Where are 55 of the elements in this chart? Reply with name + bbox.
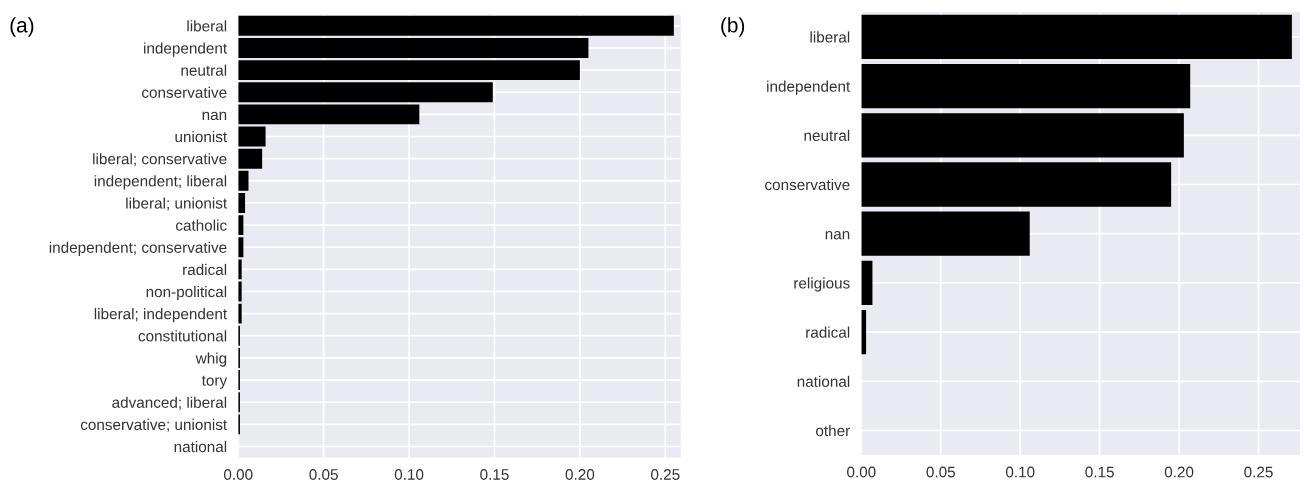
bar [238,82,493,103]
x-tick-label: 0.15 [480,469,509,480]
y-tick-label: liberal; unionist [126,197,228,211]
x-tick-label: 0.20 [1164,466,1194,478]
y-tick-label: unionist [175,130,228,143]
y-tick-label: liberal [187,20,227,32]
x-tick-label: 0.00 [223,469,253,480]
x-tick-label: 0.20 [565,469,595,480]
y-tick-label: other [816,424,850,437]
y-tick-label: conservative [765,178,850,191]
y-tick-label: independent [144,42,228,57]
y-tick-label: independent; liberal [94,175,227,190]
bar [238,148,263,169]
x-tick-label: 0.25 [651,469,680,480]
y-tick-label: constitutional [138,330,227,342]
y-tick-label: radical [806,326,850,338]
y-tick-label: catholic [175,219,227,231]
bar [861,63,1191,109]
x-tick-label: 0.10 [1005,466,1035,478]
bar [861,162,1172,207]
y-tick-label: religious [794,277,850,292]
y-tick-label: neutral [804,129,850,141]
y-tick-label: liberal; independent [94,308,228,323]
y-tick-label: tory [201,375,228,389]
y-tick-label: independent [767,80,851,95]
y-tick-label: nan [202,111,227,121]
y-tick-label: national [174,440,227,453]
y-tick-label: liberal; conservative [93,153,227,167]
chart-title: (b) [721,17,745,37]
text: (a) [10,17,34,37]
bar [861,14,1292,60]
x-tick-label: 0.05 [926,466,955,478]
x-tick-label: 0.00 [847,466,876,478]
y-tick-label: independent; conservative [49,241,227,256]
bar [238,126,266,147]
x-tick-label: 0.15 [1085,466,1114,478]
bar [238,104,420,125]
y-tick-label: nan [825,231,850,240]
bar [238,60,580,81]
y-tick-label: advanced; liberal [112,396,227,410]
bar [238,38,589,58]
y-tick-label: conservative; unionist [80,418,228,432]
y-tick-label: non-political [146,285,227,301]
bar [861,113,1184,158]
x-tick-label: 0.10 [394,469,424,480]
bar [238,15,674,36]
y-tick-label: neutral [181,64,227,76]
y-tick-label: liberal [810,31,850,43]
y-tick-label: radical [183,263,227,276]
y-tick-label: national [797,375,850,387]
x-tick-label: 0.25 [1244,466,1273,478]
y-tick-label: whig [195,352,227,367]
bar [861,211,1030,256]
x-tick-label: 0.05 [309,469,338,480]
y-tick-label: conservative [142,86,227,98]
